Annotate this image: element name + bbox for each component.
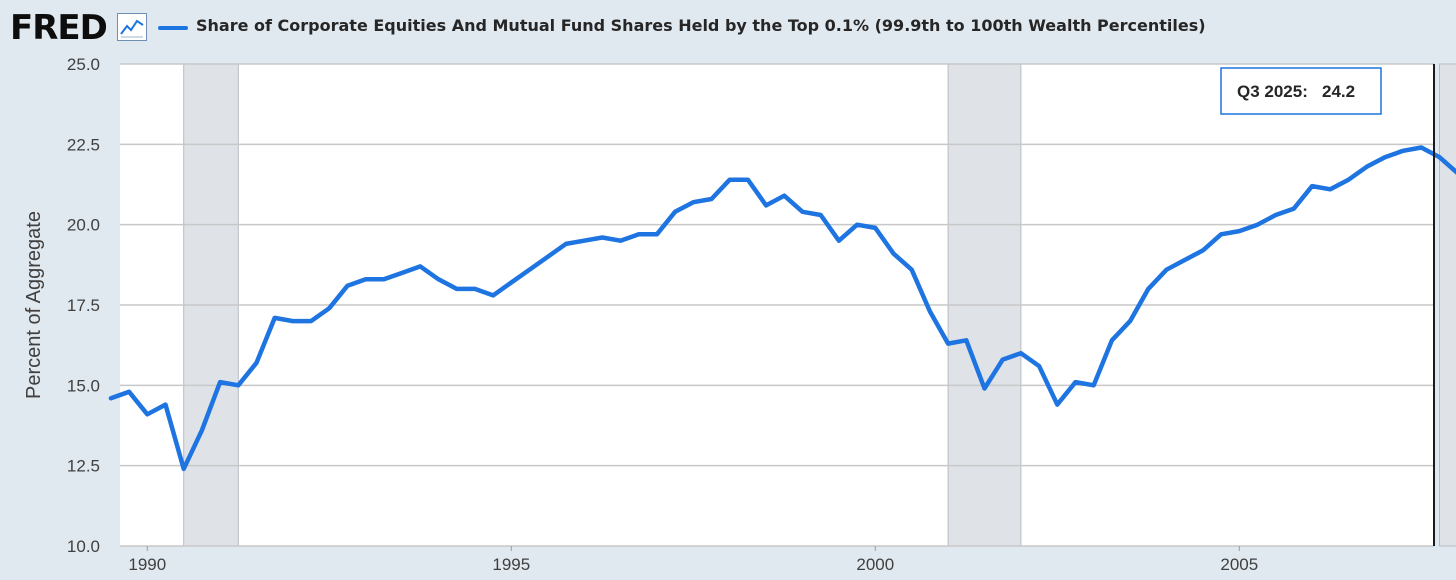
- y-tick-label: 10.0: [67, 537, 100, 556]
- line-graph-icon-glyph: [120, 19, 144, 38]
- gridlines: [120, 63, 1434, 547]
- header: FRED Share of Corporate Equities And Mut…: [0, 0, 1456, 56]
- y-tick-label: 20.0: [67, 216, 100, 235]
- y-tick-label: 15.0: [67, 376, 100, 395]
- legend-line-swatch: [158, 26, 188, 30]
- x-tick-label: 2005: [1220, 555, 1258, 574]
- line-graph-icon[interactable]: [117, 13, 147, 41]
- y-tick-label: 25.0: [67, 55, 100, 74]
- tooltip-period: Q3 2025:: [1237, 82, 1308, 101]
- y-axis-label: Percent of Aggregate: [23, 211, 45, 399]
- y-tick-label: 12.5: [67, 457, 100, 476]
- tooltip-box: [1220, 67, 1382, 115]
- data-tooltip: Q3 2025: 24.2: [1220, 67, 1382, 115]
- fred-logo[interactable]: FRED: [10, 8, 108, 48]
- y-tick-label: 22.5: [67, 135, 100, 154]
- x-tick-label: 1990: [128, 555, 166, 574]
- x-tick-label: 2000: [856, 555, 894, 574]
- recession-band: [1439, 63, 1456, 547]
- x-tick-label: 1995: [492, 555, 530, 574]
- y-axis-ticks: 10.0 12.5 15.0 17.5 20.0 22.5 25.0: [67, 55, 100, 556]
- y-tick-label: 17.5: [67, 296, 100, 315]
- tooltip-value: 24.2: [1322, 82, 1355, 101]
- x-axis-ticks: 19901995200020052010201520202025: [128, 546, 1258, 574]
- series-line[interactable]: [108, 90, 1456, 472]
- series-title[interactable]: Share of Corporate Equities And Mutual F…: [196, 16, 1206, 35]
